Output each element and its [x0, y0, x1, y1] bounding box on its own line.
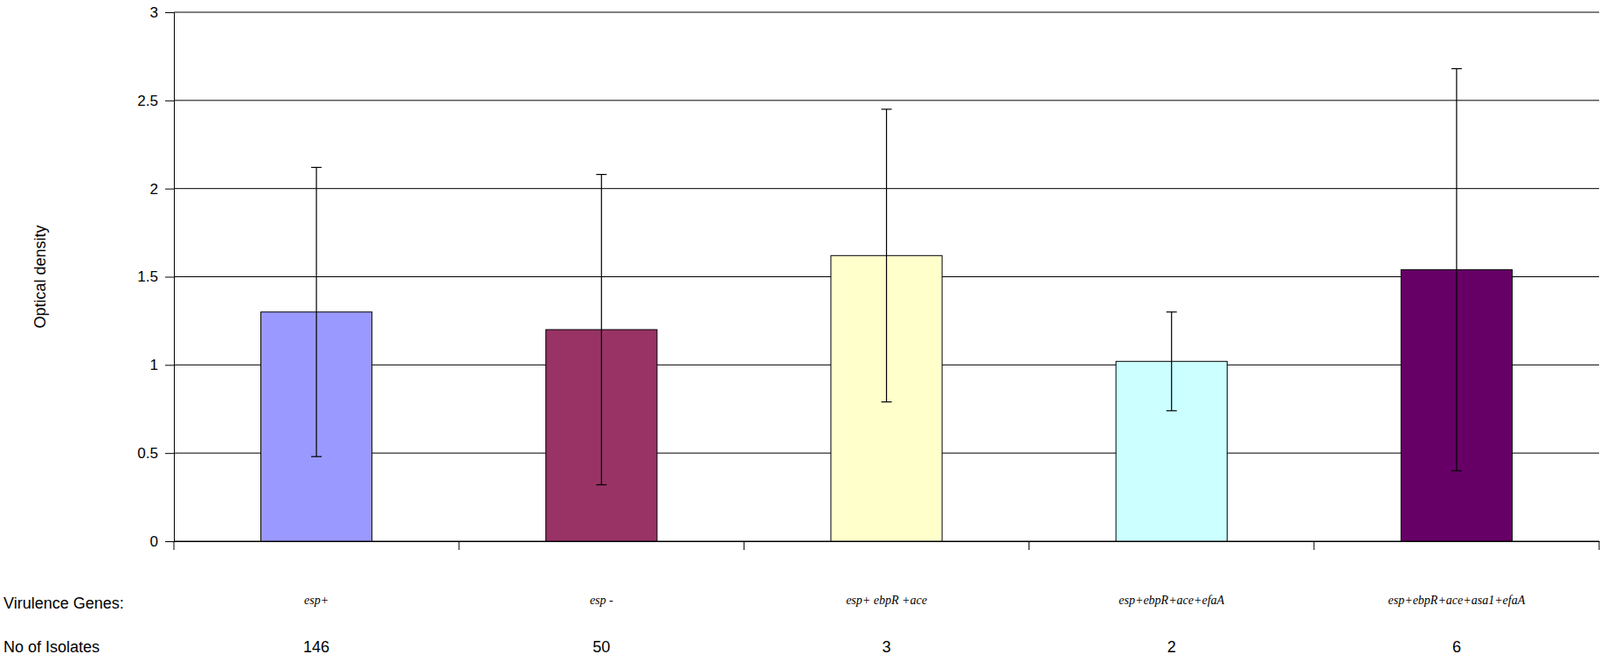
- category-dividers: [173, 540, 1600, 550]
- category-divider: [743, 540, 745, 550]
- error-bar: [1166, 311, 1178, 411]
- y-tick: 1.5: [137, 268, 174, 285]
- error-bar-cap: [1166, 409, 1178, 411]
- category-label: esp+ ebpR +ace: [845, 593, 928, 607]
- y-tick-mark: [165, 12, 174, 14]
- y-tick-mark: [165, 364, 174, 366]
- y-axis-title: Optical density: [31, 224, 49, 328]
- error-bar-stem: [886, 109, 887, 402]
- y-tick: 3: [150, 4, 174, 21]
- x-tick: esp+ebpR+ace+efaA: [1118, 540, 1225, 607]
- isolates-row: 146 50 3 2 6: [303, 637, 1462, 656]
- category-label: esp+ebpR+ace+efaA: [1118, 593, 1225, 607]
- error-bar-cap: [311, 456, 322, 458]
- plot-area: [260, 69, 1512, 541]
- isolates-title: No of Isolates: [3, 637, 100, 656]
- x-tick: esp+ebpR+ace+asa1+efaA: [1388, 540, 1526, 607]
- category-axis-title: Virulence Genes:: [3, 594, 125, 612]
- y-tick-mark: [165, 277, 174, 278]
- y-tick-label: 0: [150, 533, 159, 550]
- grid-line: [173, 12, 1600, 14]
- y-tick: 0.5: [137, 444, 174, 462]
- y-axis: 0 0.5 1 1.5 2 2.5 3: [137, 4, 174, 550]
- isolates-count: 50: [592, 637, 610, 656]
- error-bar-cap: [1451, 470, 1462, 471]
- y-tick-label: 3: [150, 4, 159, 21]
- isolates-count: 6: [1452, 637, 1462, 656]
- y-tick-label: 1: [150, 356, 159, 374]
- isolates-count: 3: [881, 637, 891, 656]
- y-tick-mark: [165, 100, 174, 102]
- x-tick: esp -: [589, 540, 614, 607]
- y-tick-label: 1.5: [137, 268, 159, 285]
- y-tick: 2: [150, 180, 174, 198]
- category-divider: [1599, 540, 1600, 550]
- x-tick: esp+: [304, 540, 329, 607]
- y-tick-mark: [165, 188, 174, 190]
- chart: 00.511.522.53esp+esp -esp+ ebpR +aceesp+…: [0, 0, 1600, 668]
- error-bar-cap: [595, 484, 607, 485]
- error-bar: [1451, 69, 1462, 471]
- y-tick-label: 2: [150, 180, 159, 198]
- y-tick-mark: [165, 452, 174, 454]
- error-bar-cap: [595, 173, 607, 175]
- isolates-count: 146: [303, 637, 330, 656]
- error-bar: [595, 174, 607, 485]
- y-tick-label: 2.5: [137, 92, 159, 110]
- error-bar-cap: [881, 401, 893, 402]
- isolates-count: 2: [1167, 637, 1177, 656]
- error-bar-cap: [1451, 68, 1462, 70]
- y-axis-line: [165, 13, 175, 542]
- error-bar-cap: [881, 108, 893, 110]
- category-divider: [1313, 540, 1315, 550]
- error-bar-stem: [601, 174, 603, 485]
- y-tick-mark: [165, 540, 174, 542]
- error-bar-cap: [311, 166, 322, 168]
- category-label: esp+ebpR+ace+asa1+efaA: [1388, 593, 1526, 607]
- x-tick: esp+ ebpR +ace: [845, 540, 928, 607]
- y-tick: 1: [150, 356, 174, 374]
- grid-line: [173, 99, 1600, 101]
- category-label: esp+: [304, 593, 329, 607]
- error-bar-stem: [1170, 311, 1172, 411]
- x-axis-line: [174, 540, 1600, 542]
- error-bar-stem: [1455, 69, 1457, 471]
- error-bar: [881, 109, 893, 402]
- error-bar-stem: [316, 166, 318, 457]
- category-divider: [458, 540, 460, 550]
- y-tick: 2.5: [137, 92, 174, 110]
- category-divider: [1028, 540, 1030, 550]
- y-tick-label: 0.5: [137, 444, 159, 462]
- error-bar: [311, 166, 322, 457]
- x-axis: esp+ esp - esp+ ebpR +ace esp+ebpR+ace+efaA…: [174, 540, 1600, 607]
- error-bar-cap: [1166, 311, 1178, 312]
- category-divider: [173, 540, 175, 550]
- y-tick: 0: [150, 533, 174, 550]
- grid: [173, 12, 1600, 541]
- category-label: esp -: [589, 593, 614, 607]
